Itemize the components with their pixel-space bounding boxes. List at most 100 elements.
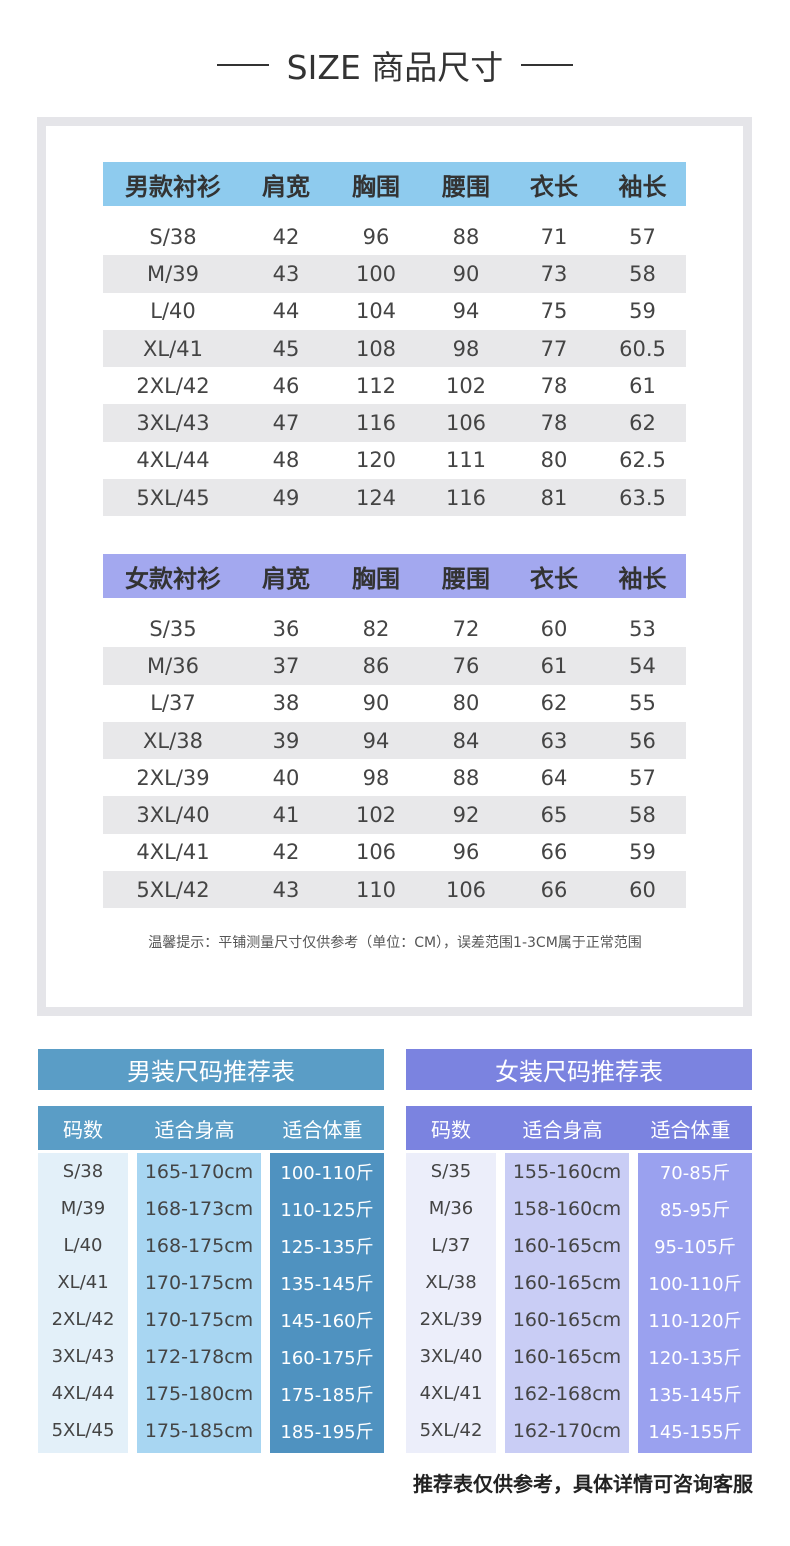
table-cell: 4XL/44	[136, 448, 210, 473]
table-cell: 63.5	[619, 485, 666, 510]
height-column: 155-160cm 158-160cm 160-165cm 160-165cm …	[505, 1153, 629, 1453]
table-cell: XL/41	[57, 1272, 109, 1293]
table-cell: M/39	[60, 1198, 106, 1219]
table-cell: 175-185斤	[280, 1384, 374, 1406]
header-cell: 肩宽	[262, 564, 310, 593]
table-cell: 66	[540, 877, 568, 902]
table-cell: 60	[629, 877, 656, 902]
table-cell: 76	[452, 653, 480, 678]
table-cell: 2XL/39	[419, 1309, 483, 1330]
table-cell: M/39	[147, 261, 199, 286]
table-cell: 96	[452, 840, 480, 865]
table-cell: 2XL/42	[136, 373, 210, 398]
men-size-table-header: 男款衬衫 肩宽 胸围 腰围 衣长 袖长	[103, 162, 686, 206]
header-cell: 适合身高	[522, 1117, 603, 1142]
recommend-footnote: 推荐表仅供参考，具体详情可咨询客服	[413, 1472, 753, 1496]
table-cell: 41	[272, 803, 300, 828]
table-cell: 49	[272, 485, 300, 510]
table-cell: 108	[355, 336, 397, 361]
table-row: M/39 43 100 90 73 58	[103, 255, 686, 293]
men-size-rows: S/38 42 96 88 71 57 M/39 43 100 90 73 58…	[103, 218, 686, 517]
table-cell: 5XL/45	[136, 485, 210, 510]
table-cell: 95-105斤	[654, 1236, 736, 1258]
title-dash-left	[216, 64, 269, 66]
table-cell: 112	[355, 373, 397, 398]
table-cell: 62.5	[619, 448, 666, 473]
table-cell: 96	[362, 224, 390, 249]
table-cell: 42	[272, 224, 300, 249]
table-cell: 94	[452, 299, 480, 324]
table-row: S/38 42 96 88 71 57	[103, 218, 686, 255]
table-cell: 60.5	[619, 336, 666, 361]
header-cell: 码数	[431, 1117, 471, 1142]
table-cell: 59	[629, 299, 656, 324]
header-cell: 衣长	[530, 564, 578, 593]
header-cell: 适合体重	[282, 1117, 363, 1142]
table-cell: 125-135斤	[280, 1236, 374, 1258]
table-row: XL/38 39 94 84 63 56	[103, 721, 686, 760]
women-size-table-header: 女款衬衫 肩宽 胸围 腰围 衣长 袖长	[103, 554, 686, 598]
table-row: 4XL/41 42 106 96 66 59	[103, 834, 686, 871]
table-cell: 88	[452, 765, 480, 790]
table-cell: 44	[272, 299, 300, 324]
men-recommend-table: 男装尺码推荐表 码数 适合身高 适合体重 S/38 M/39 L/40 XL/4…	[38, 1049, 384, 1453]
header-cell: 腰围	[442, 564, 490, 593]
header-cell: 男款衬衫	[125, 172, 221, 201]
table-cell: 98	[362, 765, 390, 790]
table-cell: S/35	[149, 616, 197, 641]
women-recommend-body: S/35 M/36 L/37 XL/38 2XL/39 3XL/40 4XL/4…	[406, 1153, 752, 1453]
table-cell: 145-155斤	[648, 1421, 742, 1443]
header-cell: 袖长	[618, 564, 667, 593]
table-cell: 170-175cm	[144, 1308, 254, 1331]
table-cell: S/38	[149, 224, 197, 249]
women-recommend-table: 女装尺码推荐表 码数 适合身高 适合体重 S/35 M/36 L/37 XL/3…	[406, 1049, 752, 1453]
table-cell: 120	[355, 448, 397, 473]
table-row: 5XL/42 43 110 106 66 60	[103, 871, 686, 909]
table-cell: 185-195斤	[280, 1421, 374, 1443]
table-cell: 100-110斤	[280, 1162, 374, 1184]
table-cell: 4XL/41	[419, 1383, 483, 1404]
table-cell: 100-110斤	[648, 1273, 742, 1295]
table-cell: 43	[272, 261, 300, 286]
table-cell: 5XL/42	[419, 1420, 483, 1441]
table-cell: 38	[272, 691, 300, 716]
table-cell: L/40	[150, 299, 196, 324]
table-cell: 56	[629, 728, 656, 753]
table-cell: 58	[629, 261, 656, 286]
table-cell: 116	[355, 411, 397, 436]
table-cell: 62	[540, 691, 568, 716]
table-cell: 81	[540, 485, 568, 510]
table-cell: 170-175cm	[144, 1271, 254, 1294]
table-cell: 160-165cm	[512, 1308, 622, 1331]
table-cell: 84	[452, 728, 480, 753]
table-cell: 5XL/42	[136, 877, 210, 902]
table-cell: 2XL/39	[136, 765, 210, 790]
table-cell: 155-160cm	[512, 1160, 622, 1183]
table-row: L/40 44 104 94 75 59	[103, 293, 686, 330]
table-cell: 78	[540, 373, 568, 398]
table-cell: 60	[540, 616, 568, 641]
table-cell: XL/41	[143, 336, 203, 361]
header-cell: 码数	[63, 1117, 103, 1142]
table-cell: 116	[445, 485, 487, 510]
table-cell: 77	[540, 336, 568, 361]
table-cell: 61	[540, 653, 568, 678]
table-cell: 135-145斤	[280, 1273, 374, 1295]
table-cell: 40	[272, 765, 300, 790]
table-cell: 158-160cm	[512, 1197, 622, 1220]
table-cell: 145-160斤	[280, 1310, 374, 1332]
table-cell: 175-185cm	[144, 1419, 254, 1442]
header-cell: 胸围	[352, 564, 400, 593]
table-cell: 47	[272, 411, 300, 436]
page-title: SIZE 商品尺寸	[0, 40, 790, 90]
table-cell: 37	[272, 653, 300, 678]
header-cell: 适合体重	[650, 1117, 731, 1142]
measurement-note: 温馨提示：平铺测量尺寸仅供参考（单位：CM），误差范围1-3CM属于正常范围	[148, 935, 642, 951]
table-cell: 85-95斤	[659, 1199, 731, 1221]
table-cell: 102	[355, 803, 397, 828]
table-cell: 55	[629, 691, 656, 716]
table-cell: 3XL/40	[136, 803, 210, 828]
header-cell: 衣长	[530, 172, 578, 201]
women-size-table: 女款衬衫 肩宽 胸围 腰围 衣长 袖长 S/35 36 82 72 60 53 …	[103, 554, 686, 909]
table-row: 5XL/45 49 124 116 81 63.5	[103, 479, 686, 517]
